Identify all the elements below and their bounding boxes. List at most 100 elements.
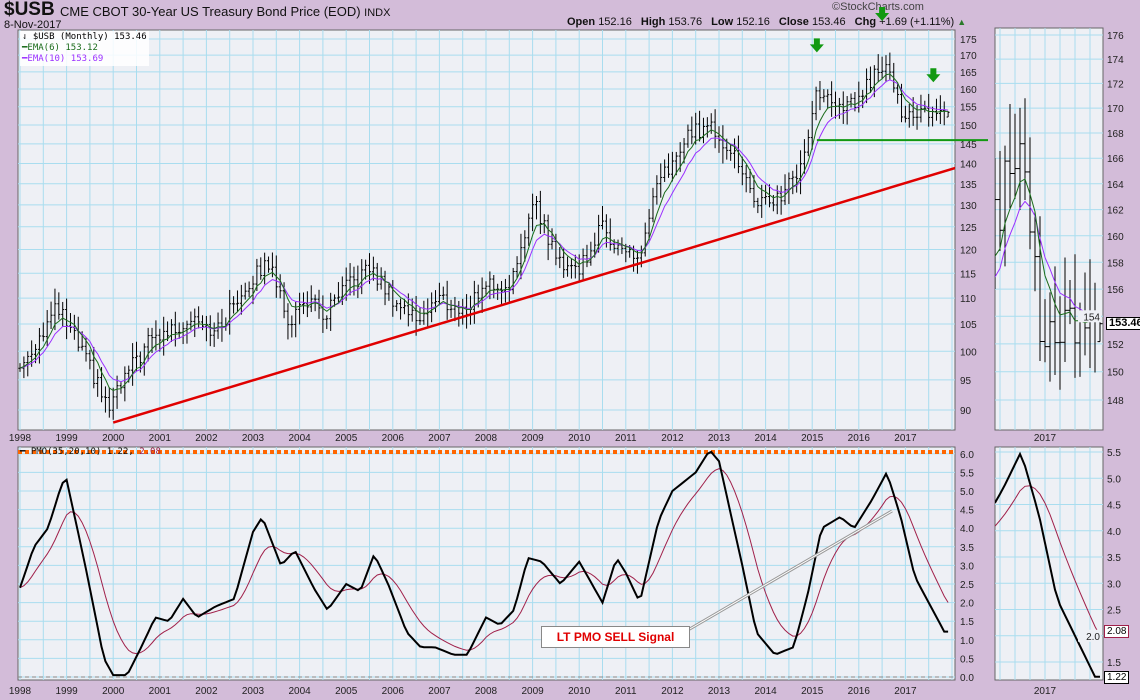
price-tick-label: 165 [960,68,977,79]
legend-ema6-text: EMA(6) 153.12 [27,43,98,53]
year-label-top: 2012 [661,433,684,444]
price-tick-label: 170 [960,51,977,62]
pmo-line [19,450,949,677]
chart-date: 8-Nov-2017 [4,19,62,31]
ema10-line [19,79,949,383]
pmo-tick-label: 2.0 [960,599,974,610]
pmo-tick-label: 5.0 [960,487,974,498]
price-tick-label: 160 [960,85,977,96]
year-label-bottom: 2005 [335,686,358,697]
inset-price-tick-label: 176 [1107,31,1124,42]
annotation-pointer-inner [687,510,893,631]
price-tick-label: 125 [960,223,977,234]
year-label-top: 2016 [848,433,871,444]
chg-label: Chg [854,16,877,28]
watermark: ©StockCharts.com [832,1,924,13]
year-label-bottom: 2002 [195,686,218,697]
inset-price-tick-label: 158 [1107,258,1124,269]
open-value: 152.16 [598,16,632,28]
year-label-bottom: 2001 [149,686,172,697]
year-label-top: 2013 [708,433,731,444]
price-tick-label: 105 [960,320,977,331]
price-legend: ⇃ $USB (Monthly) 153.46 ━EMA(6) 153.12 ━… [20,31,149,66]
pmo-tick-label: 3.5 [960,543,974,554]
legend-pmo-signal-text: 2.08 [139,447,161,457]
pmo-legend: ━ PMO(35,20,10) 1.22, 2.08 [20,447,161,457]
legend-ema10-text: EMA(10) 153.69 [27,54,104,64]
symbol-title: $USB [4,0,55,20]
inset-pmo-line [995,451,1100,678]
inset-price-panel [994,27,1104,431]
low-value: 152.16 [736,16,770,28]
price-tick-label: 150 [960,121,977,132]
year-label-bottom: 2009 [521,686,544,697]
legend-price-text: $USB (Monthly) 153.46 [32,32,147,42]
high-value: 153.76 [668,16,703,28]
close-label: Close [778,16,809,28]
pmo-tick-label: 5.5 [960,468,974,479]
year-label-bottom: 2011 [615,686,637,697]
year-label-bottom: 2015 [801,686,824,697]
price-tick-label: 175 [960,35,977,46]
inset-price-tick-label: 154 [1083,312,1100,323]
inset-year-label-top: 2017 [1034,433,1057,444]
down-arrow-icon [809,38,824,53]
pmo-tick-label: 0.5 [960,654,974,665]
price-tick-label: 90 [960,406,972,417]
pmo-tick-label: 4.5 [960,506,974,517]
price-tick-label: 95 [960,376,972,387]
inset-price-tick-label: 174 [1107,55,1124,66]
year-label-top: 2006 [382,433,405,444]
year-label-top: 2017 [894,433,917,444]
year-label-bottom: 2010 [568,686,591,697]
year-label-top: 1999 [55,433,78,444]
symbol-description: CME CBOT 30-Year US Treasury Bond Price … [60,4,390,21]
year-label-bottom: 2000 [102,686,125,697]
year-label-top: 2014 [754,433,777,444]
year-label-bottom: 2013 [708,686,731,697]
pmo-tick-label: 2.5 [960,580,974,591]
year-label-bottom: 2007 [428,686,451,697]
pmo-tick-label: 1.5 [960,617,974,628]
inset-price-tick-label: 172 [1107,79,1124,90]
chg-value: +1.69 (+1.11%) [879,16,955,28]
quote-bar: Open 152.16 High 153.76 Low 152.16 Close… [567,16,966,28]
pmo-tick-label: 1.0 [960,636,974,647]
inset-price-tick-label: 168 [1107,129,1124,140]
year-label-top: 2015 [801,433,824,444]
price-tick-label: 110 [960,294,976,305]
year-label-top: 2001 [149,433,172,444]
year-label-bottom: 2016 [848,686,871,697]
down-arrow-icon [926,68,941,83]
legend-pmo-text: PMO(35,20,10) 1.22, [30,447,134,457]
year-label-top: 2000 [102,433,125,444]
price-tick-label: 135 [960,180,977,191]
year-label-top: 2004 [288,433,311,444]
price-tick-label: 115 [960,269,976,280]
inset-price-tick-label: 170 [1107,104,1124,115]
bar-icon: ⇃ [22,32,28,42]
inset-pmo-tick-label: 2.0 [1086,632,1100,643]
year-label-top: 2003 [242,433,265,444]
year-label-bottom: 2004 [288,686,311,697]
inset-price-tick-label: 150 [1107,368,1124,379]
legend-price: ⇃ $USB (Monthly) 153.46 [22,32,147,43]
price-tick-label: 155 [960,103,977,114]
year-label-top: 2010 [568,433,591,444]
year-label-top: 2008 [475,433,498,444]
legend-ema6: ━EMA(6) 153.12 [22,43,98,53]
year-label-bottom: 2012 [661,686,684,697]
year-label-bottom: 1999 [55,686,78,697]
inset-price-tick-label: 152 [1107,340,1124,351]
pmo-tick-label: 3.0 [960,561,974,572]
inset-pmo-signal-line [995,485,1101,636]
pmo-last-tag: 1.22 [1104,671,1130,684]
low-label: Low [711,16,734,28]
close-value: 153.46 [811,16,846,28]
inset-price-tick-label: 160 [1107,232,1124,243]
legend-ema10: ━EMA(10) 153.69 [22,54,104,64]
pmo-tick-label: 6.0 [960,450,974,461]
year-label-bottom: 2017 [894,686,917,697]
inset-price-tick-label: 156 [1107,285,1124,296]
